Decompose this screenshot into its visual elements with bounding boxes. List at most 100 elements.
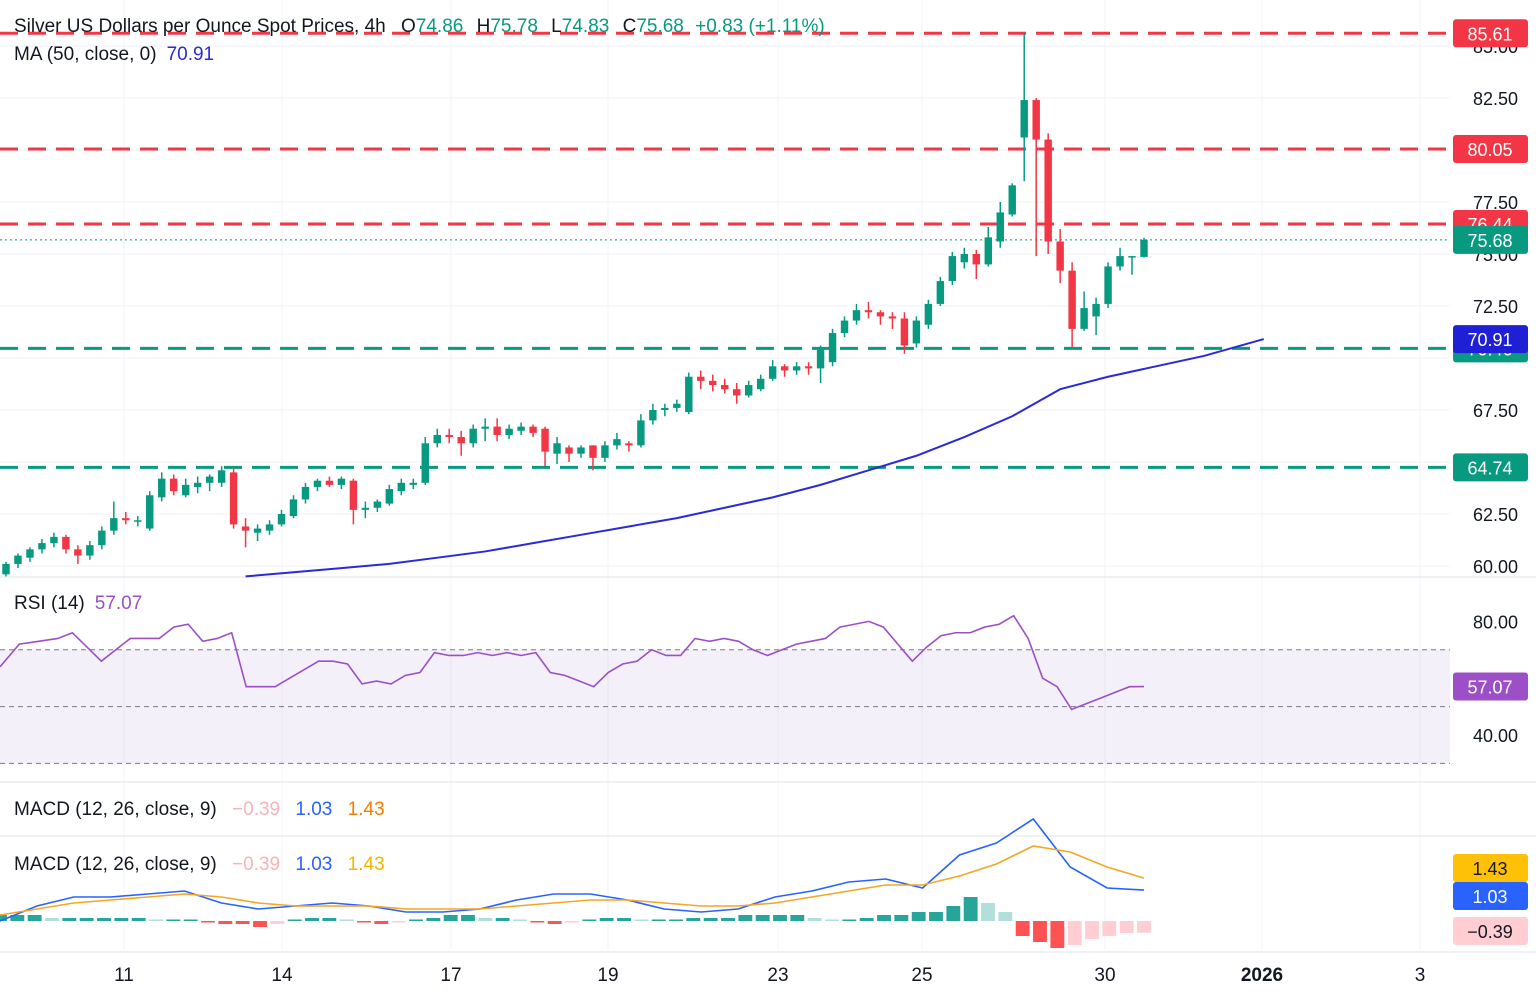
- candle[interactable]: [397, 478, 406, 496]
- candle[interactable]: [493, 418, 501, 442]
- candle[interactable]: [1020, 33, 1028, 182]
- candle-body[interactable]: [181, 484, 190, 496]
- candle-body[interactable]: [768, 366, 777, 379]
- candle-body[interactable]: [301, 486, 310, 500]
- candle[interactable]: [253, 524, 262, 542]
- candle-body[interactable]: [26, 549, 34, 558]
- candle[interactable]: [158, 472, 166, 502]
- candle[interactable]: [1008, 183, 1016, 217]
- candle-body[interactable]: [337, 478, 346, 485]
- candle[interactable]: [589, 445, 597, 471]
- candle[interactable]: [697, 370, 705, 390]
- candle[interactable]: [1128, 256, 1136, 275]
- candle-body[interactable]: [780, 366, 789, 371]
- candle[interactable]: [1032, 98, 1040, 257]
- candle[interactable]: [26, 547, 34, 562]
- candle[interactable]: [205, 474, 214, 492]
- candle-body[interactable]: [481, 426, 489, 429]
- candle-body[interactable]: [505, 428, 513, 435]
- candle[interactable]: [38, 538, 46, 554]
- candle-body[interactable]: [697, 376, 705, 381]
- candle[interactable]: [936, 276, 945, 306]
- candle-body[interactable]: [1116, 256, 1124, 267]
- candle[interactable]: [744, 380, 753, 398]
- candle[interactable]: [517, 422, 525, 435]
- candle-body[interactable]: [565, 447, 573, 454]
- candle-body[interactable]: [74, 549, 82, 556]
- candle-body[interactable]: [1032, 100, 1040, 140]
- candle[interactable]: [625, 441, 633, 452]
- candle[interactable]: [241, 518, 250, 548]
- candle-body[interactable]: [864, 310, 873, 313]
- candle[interactable]: [62, 534, 70, 554]
- candle[interactable]: [110, 501, 118, 535]
- candle[interactable]: [265, 520, 274, 535]
- candle[interactable]: [86, 541, 94, 560]
- candle[interactable]: [768, 360, 777, 381]
- candle-body[interactable]: [397, 482, 406, 492]
- candle[interactable]: [469, 424, 477, 448]
- candle-body[interactable]: [110, 518, 118, 531]
- candle[interactable]: [122, 511, 130, 525]
- candle[interactable]: [349, 478, 358, 525]
- candle-body[interactable]: [577, 447, 585, 454]
- candle[interactable]: [733, 382, 741, 404]
- candle-body[interactable]: [828, 333, 837, 363]
- candle[interactable]: [840, 316, 849, 338]
- candle-body[interactable]: [1140, 239, 1148, 257]
- candle[interactable]: [1056, 229, 1064, 284]
- candle[interactable]: [505, 424, 513, 440]
- candle-body[interactable]: [38, 543, 46, 550]
- candle[interactable]: [876, 310, 885, 325]
- candle[interactable]: [613, 432, 621, 450]
- candle[interactable]: [888, 312, 897, 329]
- candle[interactable]: [924, 299, 933, 329]
- candle[interactable]: [541, 426, 549, 467]
- candle-body[interactable]: [373, 501, 382, 508]
- candle[interactable]: [481, 418, 489, 442]
- candle-body[interactable]: [1044, 139, 1052, 242]
- candle-body[interactable]: [804, 366, 813, 369]
- candle-body[interactable]: [385, 489, 394, 504]
- candle[interactable]: [709, 374, 717, 392]
- candle-body[interactable]: [62, 536, 70, 550]
- candle[interactable]: [373, 499, 382, 512]
- candle[interactable]: [74, 545, 82, 564]
- candle-body[interactable]: [984, 237, 992, 265]
- candle[interactable]: [1068, 262, 1076, 348]
- candle-body[interactable]: [709, 380, 717, 386]
- candle-body[interactable]: [134, 520, 142, 522]
- candle-body[interactable]: [517, 426, 525, 431]
- candle[interactable]: [1080, 291, 1088, 331]
- candle-body[interactable]: [50, 536, 58, 544]
- candle-body[interactable]: [14, 555, 22, 564]
- candle[interactable]: [301, 482, 310, 504]
- candle[interactable]: [721, 378, 729, 394]
- candle[interactable]: [14, 553, 22, 569]
- candle[interactable]: [792, 362, 801, 375]
- candle[interactable]: [385, 484, 394, 506]
- candle[interactable]: [2, 561, 10, 577]
- candle-body[interactable]: [1008, 185, 1016, 215]
- candle-body[interactable]: [840, 320, 849, 334]
- candle-body[interactable]: [601, 445, 609, 458]
- candle-body[interactable]: [936, 281, 945, 304]
- candle-body[interactable]: [98, 530, 106, 546]
- candle[interactable]: [421, 437, 429, 485]
- candle-body[interactable]: [457, 437, 465, 444]
- candle-body[interactable]: [349, 480, 358, 510]
- candle-body[interactable]: [205, 476, 214, 483]
- candle[interactable]: [673, 399, 681, 413]
- candle[interactable]: [50, 532, 58, 548]
- candle-body[interactable]: [744, 385, 753, 396]
- candle[interactable]: [325, 476, 334, 487]
- candle-body[interactable]: [1080, 308, 1088, 329]
- candle-body[interactable]: [169, 478, 178, 492]
- candle[interactable]: [816, 345, 825, 383]
- candle[interactable]: [1140, 237, 1148, 258]
- candle[interactable]: [996, 202, 1004, 248]
- candle-body[interactable]: [756, 378, 765, 390]
- candle[interactable]: [193, 476, 202, 494]
- candle[interactable]: [852, 303, 861, 325]
- candle[interactable]: [169, 474, 178, 496]
